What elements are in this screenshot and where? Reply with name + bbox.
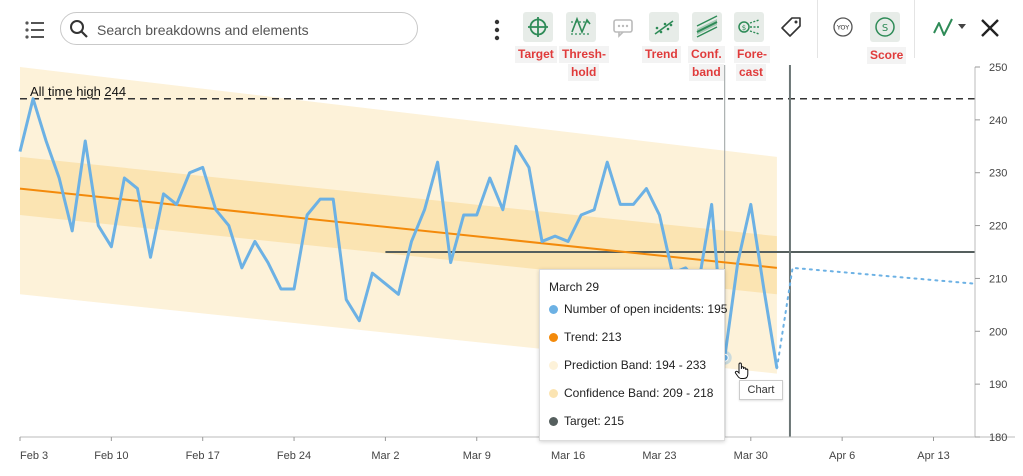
tooltip-row-series: Number of open incidents: 195 — [549, 302, 727, 316]
target-button[interactable] — [523, 12, 553, 42]
target-dot — [549, 417, 558, 426]
target-label: Target — [515, 46, 557, 63]
forecast-label-1: Fore- — [734, 46, 770, 63]
axes-layer: 180 190 200 210 220 230 240 250 Feb 3 Feb 10 Feb 1… — [19, 62, 1015, 462]
forecast-button[interactable]: $ — [734, 12, 764, 42]
threshold-icon — [571, 16, 591, 35]
forecast-line — [775, 266, 976, 370]
threshold-button[interactable] — [566, 12, 596, 42]
forecast-icon: $ — [738, 19, 760, 35]
all-time-high-annotation: All time high 244 — [30, 84, 126, 99]
y-tick-label: 180 — [989, 432, 1007, 444]
search-icon — [70, 20, 88, 38]
threshold-label-2: hold — [568, 64, 600, 81]
line-chart-type-icon — [933, 18, 966, 36]
toolbar-separator — [817, 0, 818, 58]
x-tick-label: Feb 10 — [94, 450, 128, 462]
chart-tooltip: March 29 Number of open incidents: 195 T… — [539, 269, 727, 441]
trend-line — [19, 187, 778, 269]
toolbar-separator — [914, 0, 915, 58]
hover-label: Chart — [739, 380, 783, 400]
target-icon — [528, 17, 548, 37]
confidence-band-button[interactable] — [692, 12, 722, 42]
x-tick-label: Mar 30 — [734, 450, 768, 462]
tooltip-prediction-text: Prediction Band: 194 - 233 — [564, 358, 707, 372]
y-tick-label: 240 — [989, 115, 1007, 127]
tag-button[interactable] — [776, 12, 806, 42]
y-tick-label: 220 — [989, 221, 1007, 233]
comment-icon — [613, 19, 633, 38]
x-tick-label: Apr 13 — [917, 450, 949, 462]
x-tick-label: Feb 17 — [186, 450, 220, 462]
x-tick-label: Mar 16 — [551, 450, 585, 462]
threshold-label-1: Thresh- — [559, 46, 610, 63]
close-icon[interactable] — [978, 16, 1002, 40]
tooltip-row-trend: Trend: 213 — [549, 330, 622, 344]
yoy-button[interactable]: YOY — [828, 12, 858, 42]
toolbar: Target Thresh- hold Trend — [0, 0, 1023, 81]
x-tick-label: Mar 2 — [371, 450, 399, 462]
series-line — [18, 97, 779, 369]
tooltip-target-text: Target: 215 — [564, 414, 625, 428]
list-icon[interactable] — [22, 17, 48, 43]
y-tick-label: 200 — [989, 326, 1007, 338]
chart[interactable]: 180 190 200 210 220 230 240 250 Feb 3 Feb 10 Feb 1… — [0, 58, 1023, 476]
tooltip-trend-text: Trend: 213 — [564, 330, 622, 344]
hand-cursor-icon — [734, 362, 750, 385]
trend-dot — [549, 333, 558, 342]
series-dot — [549, 305, 558, 314]
tag-icon — [781, 17, 801, 37]
score-button[interactable]: S — [870, 12, 900, 42]
prediction-dot — [549, 361, 558, 370]
tooltip-series-text: Number of open incidents: 195 — [564, 302, 728, 316]
y-tick-label: 230 — [989, 168, 1007, 180]
search-input[interactable] — [95, 18, 409, 41]
tooltip-date: March 29 — [549, 280, 600, 294]
trend-icon — [654, 20, 674, 35]
x-tick-label: Feb 3 — [20, 450, 48, 462]
score-label: Score — [867, 47, 907, 64]
x-tick-label: Apr 6 — [829, 450, 855, 462]
score-icon: S — [875, 17, 895, 37]
chart-type-button[interactable] — [929, 12, 966, 42]
yoy-icon: YOY — [833, 17, 853, 37]
trend-label: Trend — [642, 46, 681, 63]
tooltip-confidence-text: Confidence Band: 209 - 218 — [564, 386, 714, 400]
x-tick-label: Feb 24 — [277, 450, 311, 462]
trend-button[interactable] — [649, 12, 679, 42]
svg-text:$: $ — [742, 24, 746, 32]
conf-label-2: band — [689, 64, 724, 81]
confidence-band-icon — [696, 15, 718, 38]
x-tick-label: Mar 23 — [642, 450, 676, 462]
confidence-dot — [549, 389, 558, 398]
y-tick-label: 250 — [989, 62, 1007, 74]
y-tick-label: 210 — [989, 273, 1007, 285]
svg-text:S: S — [882, 23, 888, 34]
search-box — [60, 12, 418, 45]
svg-text:YOY: YOY — [836, 24, 849, 32]
tooltip-row-target: Target: 215 — [549, 414, 624, 428]
tooltip-row-confidence: Confidence Band: 209 - 218 — [549, 386, 713, 400]
comment-button[interactable] — [608, 12, 638, 42]
more-vertical-icon[interactable] — [492, 18, 502, 42]
y-tick-label: 190 — [989, 379, 1007, 391]
x-tick-label: Mar 9 — [463, 450, 491, 462]
tooltip-row-prediction: Prediction Band: 194 - 233 — [549, 358, 706, 372]
conf-label-1: Conf. — [688, 46, 725, 63]
forecast-label-2: cast — [736, 64, 767, 81]
